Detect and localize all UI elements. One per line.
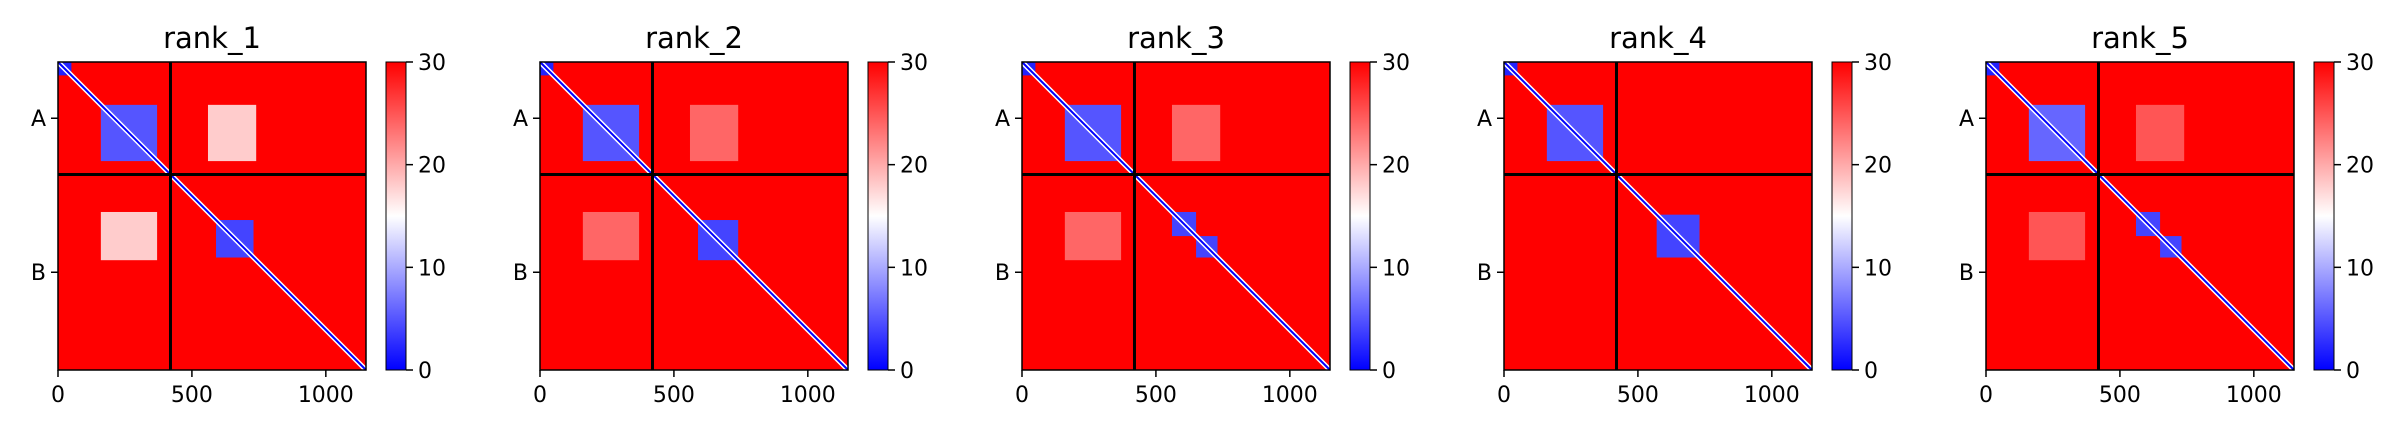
diagonal-line [1985, 61, 2295, 371]
chart-title: rank_3 [1127, 21, 1225, 55]
chain-label: B [31, 261, 46, 286]
chain-label: B [1959, 261, 1974, 286]
heatmap-block [2028, 211, 2086, 261]
axes-frame [57, 61, 367, 371]
chain-label: A [1959, 107, 1974, 132]
x-tick-label: 0 [533, 383, 547, 408]
chain-label: A [31, 107, 46, 132]
axes-frame [1021, 61, 1331, 371]
chart-title: rank_4 [1609, 21, 1707, 55]
heatmap-block [1171, 104, 1221, 162]
colorbar [867, 61, 889, 371]
axes-frame [1985, 61, 2295, 371]
colorbar-tick-label: 30 [1382, 51, 1410, 76]
colorbar-tick-label: 20 [418, 154, 446, 179]
colorbar-tick-label: 10 [900, 256, 928, 281]
diagonal-line [57, 61, 367, 371]
heatmap-block [2135, 104, 2185, 162]
colorbar-tick-label: 20 [2346, 154, 2374, 179]
x-tick-label: 500 [1135, 383, 1177, 408]
axes-frame [539, 61, 849, 371]
panel-rank_2: rank_2 0 500 1000 A B 0 10 20 30 [513, 21, 928, 408]
colorbar-tick-label: 0 [1382, 359, 1396, 384]
chain-label: A [1477, 107, 1492, 132]
colorbar [2313, 61, 2335, 371]
chain-label: A [513, 107, 528, 132]
chart-title: rank_5 [2091, 21, 2189, 55]
chart-title: rank_1 [163, 21, 261, 55]
x-tick-label: 1000 [1744, 383, 1800, 408]
heatmap-block [207, 104, 257, 162]
x-tick-label: 500 [2099, 383, 2141, 408]
chain-label: B [513, 261, 528, 286]
diagonal-line [1503, 61, 1813, 371]
x-tick-label: 1000 [1262, 383, 1318, 408]
colorbar-tick-label: 0 [900, 359, 914, 384]
diagonal-line [539, 61, 849, 371]
x-tick-label: 0 [1497, 383, 1511, 408]
colorbar-tick-label: 30 [900, 51, 928, 76]
colorbar-tick-label: 20 [1382, 154, 1410, 179]
heatmap-block [582, 211, 640, 261]
heatmap-block [1064, 211, 1122, 261]
panel-rank_3: rank_3 0 500 1000 A B 0 10 20 30 [995, 21, 1410, 408]
colorbar-tick-label: 30 [1864, 51, 1892, 76]
colorbar-tick-label: 0 [2346, 359, 2360, 384]
panel-rank_4: rank_4 0 500 1000 A B 0 10 20 30 [1477, 21, 1892, 408]
x-tick-label: 1000 [2226, 383, 2282, 408]
colorbar-tick-label: 30 [2346, 51, 2374, 76]
colorbar-tick-label: 10 [1864, 256, 1892, 281]
colorbar-tick-label: 30 [418, 51, 446, 76]
x-tick-label: 0 [51, 383, 65, 408]
colorbar-tick-label: 20 [1864, 154, 1892, 179]
x-tick-label: 500 [653, 383, 695, 408]
colorbar-tick-label: 10 [1382, 256, 1410, 281]
panel-rank_1: rank_1 0 500 1000 A B 0 10 20 30 [31, 21, 446, 408]
x-tick-label: 0 [1015, 383, 1029, 408]
colorbar [385, 61, 407, 371]
x-tick-label: 0 [1979, 383, 1993, 408]
colorbar-tick-label: 20 [900, 154, 928, 179]
x-tick-label: 500 [1617, 383, 1659, 408]
chain-label: B [1477, 261, 1492, 286]
chain-label: A [995, 107, 1010, 132]
colorbar [1831, 61, 1853, 371]
chart-title: rank_2 [645, 21, 743, 55]
x-tick-label: 1000 [780, 383, 836, 408]
colorbar-tick-label: 10 [2346, 256, 2374, 281]
chain-label: B [995, 261, 1010, 286]
axes-frame [1503, 61, 1813, 371]
heatmap-block [689, 104, 739, 162]
colorbar-tick-label: 0 [1864, 359, 1878, 384]
x-tick-label: 1000 [298, 383, 354, 408]
colorbar-tick-label: 10 [418, 256, 446, 281]
colorbar-tick-label: 0 [418, 359, 432, 384]
panel-rank_5: rank_5 0 500 1000 A B 0 10 20 30 [1959, 21, 2374, 408]
diagonal-line [1021, 61, 1331, 371]
x-tick-label: 500 [171, 383, 213, 408]
heatmap-block [100, 211, 158, 261]
colorbar [1349, 61, 1371, 371]
